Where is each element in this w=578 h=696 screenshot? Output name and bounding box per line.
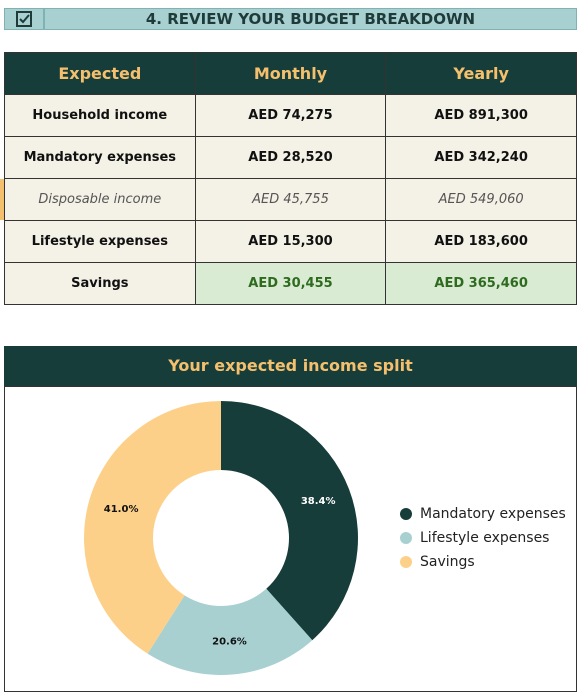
table-cell: AED 183,600	[385, 220, 577, 263]
table-cell: Disposable income	[4, 178, 196, 221]
table-cell: AED 891,300	[385, 94, 577, 137]
legend-label: Lifestyle expenses	[420, 530, 549, 546]
table-cell: Household income	[4, 94, 196, 137]
header-cell: Yearly	[385, 52, 577, 95]
header-row: Expected Monthly Yearly	[4, 52, 577, 95]
checkbox[interactable]	[4, 8, 44, 30]
table-row: Mandatory expenses AED 28,520 AED 342,240	[4, 136, 577, 179]
table-row: Savings AED 30,455 AED 365,460	[4, 262, 577, 305]
legend-swatch	[400, 532, 412, 544]
legend-swatch	[400, 508, 412, 520]
legend-label: Mandatory expenses	[420, 506, 566, 522]
table-cell: Mandatory expenses	[4, 136, 196, 179]
table-row: Household income AED 74,275 AED 891,300	[4, 94, 577, 137]
table-row: Lifestyle expenses AED 15,300 AED 183,600	[4, 220, 577, 263]
donut-slice	[147, 588, 313, 675]
table-cell: Lifestyle expenses	[4, 220, 196, 263]
donut-slice	[221, 401, 359, 641]
checkbox-icon	[16, 11, 32, 27]
table-cell: AED 342,240	[385, 136, 577, 179]
row-marker	[0, 179, 4, 220]
table-cell: AED 15,300	[194, 220, 387, 263]
table-cell: AED 45,755	[194, 178, 387, 221]
table-cell: AED 74,275	[194, 94, 387, 137]
donut-slice	[84, 401, 222, 654]
table-cell: AED 549,060	[385, 178, 577, 221]
slice-label: 41.0%	[104, 504, 139, 515]
slice-label: 20.6%	[212, 637, 247, 648]
table-cell: AED 28,520	[194, 136, 387, 179]
table-cell: AED 30,455	[194, 262, 387, 305]
table-cell: Savings	[4, 262, 196, 305]
slice-label: 38.4%	[301, 496, 336, 507]
budget-table: Expected Monthly Yearly Household income AED…	[4, 52, 577, 305]
header-cell: Monthly	[194, 52, 387, 95]
chart-title: Your expected income split	[4, 346, 577, 386]
header-cell: Expected	[4, 52, 196, 95]
legend-swatch	[400, 556, 412, 568]
table-cell: AED 365,460	[385, 262, 577, 305]
table-row: Disposable income AED 45,755 AED 549,060	[4, 178, 577, 221]
section-title: 4. REVIEW YOUR BUDGET BREAKDOWN	[44, 8, 577, 30]
legend-label: Savings	[420, 554, 475, 570]
chart: 38.4% Mandatory expenses 20.6% Lifestyle ex…	[4, 386, 577, 692]
